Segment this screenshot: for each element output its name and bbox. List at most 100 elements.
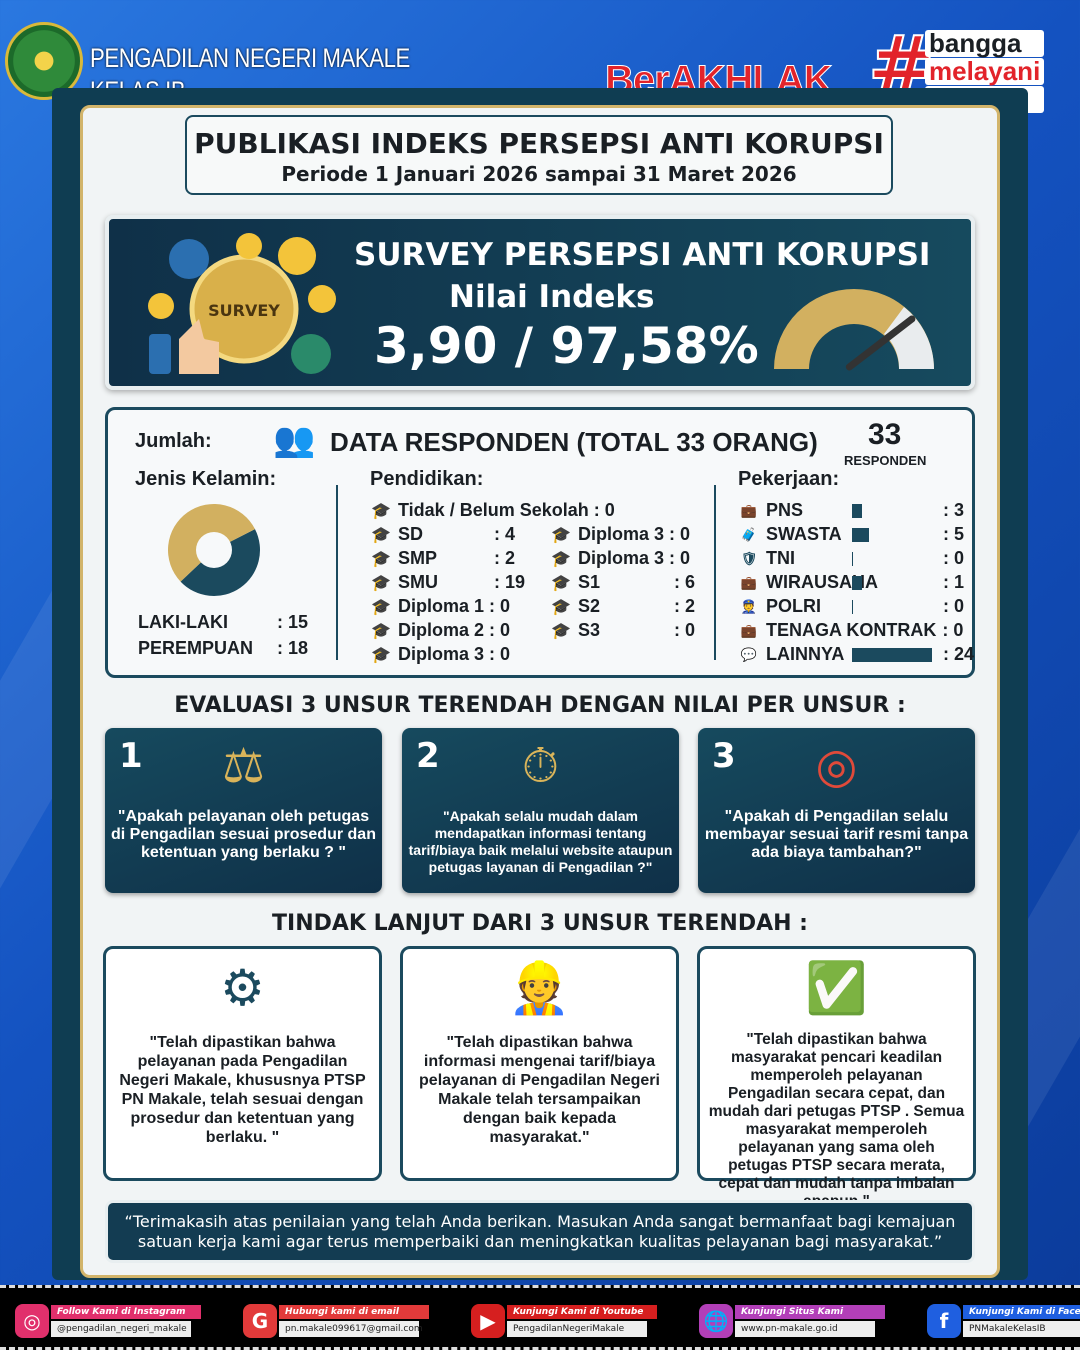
footer-link-globe[interactable]: 🌐 Kunjungi Situs Kami www.pn-makale.go.id [699, 1301, 885, 1341]
job-label: TNI [766, 548, 795, 568]
job-bar [852, 648, 932, 663]
smiley-icon [278, 237, 316, 275]
briefcase-icon: 💼 [740, 622, 758, 638]
badge-icon: 🛡 [740, 550, 758, 566]
court-logo [5, 22, 83, 100]
followup-card-3: ✅ "Telah dipastikan bahwa masyarakat penc… [697, 946, 976, 1210]
education-level: SD [398, 524, 424, 544]
job-label: LAINNYA [766, 644, 845, 664]
graduation-cap-icon: 🎓 [371, 622, 391, 640]
police-icon: 👮 [740, 598, 758, 614]
footer-social-bar: ◎ Follow Kami di Instagram @pengadilan_neg… [0, 1285, 1080, 1350]
followup-text: "Telah dipastikan bahwa informasi mengen… [419, 1034, 660, 1146]
education-level: SMU [398, 572, 438, 592]
footer-link-title: Hubungi kami di email [279, 1305, 429, 1319]
job-count: : 24 [943, 644, 975, 664]
gender-label-male: LAKI-LAKI [138, 612, 228, 632]
education-item: 🎓 Diploma 1 : 0 [370, 596, 544, 617]
job-label: PNS [766, 500, 804, 520]
footer-link-title: Kunjungi Kami di Youtube [507, 1305, 657, 1319]
evaluation-question: "Apakah di Pengadilan selalu membayar se… [704, 808, 969, 861]
footer-link-instagram[interactable]: ◎ Follow Kami di Instagram @pengadilan_neg… [15, 1301, 201, 1341]
graduation-cap-icon: 🎓 [371, 574, 391, 592]
footer-link-value: @pengadilan_negeri_makale [51, 1321, 191, 1337]
education-level: Diploma 3 : 0 [578, 524, 691, 544]
institution-line1: PENGADILAN NEGERI MAKALE [90, 43, 410, 73]
gender-label: Jenis Kelamin: [135, 468, 277, 490]
job-bar [852, 576, 862, 591]
evaluation-card-1: 1 ⚖ "Apakah pelayanan oleh petugas di Peng… [105, 728, 382, 893]
graduation-cap-icon: 🎓 [371, 502, 391, 520]
education-item: 🎓 Diploma 3 : 0 [550, 548, 724, 569]
logo-word: bangga [925, 30, 1045, 57]
followup-heading: TINDAK LANJUT DARI 3 UNSUR TERENDAH : [272, 911, 808, 936]
people-icon: 👥 [273, 421, 316, 459]
education-item: 🎓 S2: 2 [550, 596, 695, 617]
job-label: SWASTA [766, 524, 842, 544]
graduation-cap-icon: 🎓 [551, 574, 571, 592]
education-level: Diploma 3 : 0 [398, 644, 511, 664]
card-number: 1 [119, 736, 143, 776]
footer-link-value: www.pn-makale.go.id [735, 1321, 875, 1337]
job-bar [852, 600, 853, 615]
job-item: 💼 PNS: 3 [738, 500, 964, 521]
job-bar [852, 552, 853, 567]
respondent-heading: DATA RESPONDEN (TOTAL 33 ORANG) [330, 427, 818, 457]
thumbs-up-icon [169, 239, 209, 279]
job-bar [852, 504, 862, 519]
education-count: : 19 [494, 572, 526, 592]
target-icon: ◎ [815, 738, 858, 794]
gauge-needle [845, 315, 916, 371]
footer-link-youtube[interactable]: ▶ Kunjungi Kami di Youtube PengadilanNeger… [471, 1301, 657, 1341]
job-count: : 0 [942, 620, 964, 640]
footer-link-value: PNMakaleKelasIB [963, 1321, 1080, 1337]
gender-value-male: : 15 [276, 612, 308, 632]
graduation-cap-icon: 🎓 [371, 526, 391, 544]
closing-message: “Terimakasih atas penilaian yang telah A… [105, 1200, 975, 1263]
education-label: Pendidikan: [370, 468, 484, 490]
job-item: 💬 LAINNYA: 24 [738, 644, 974, 665]
job-label: POLRI [766, 596, 822, 616]
education-item: 🎓 Diploma 2 : 0 [370, 620, 544, 641]
footer-link-value: pn.makale099617@gmail.com [279, 1321, 423, 1337]
job-bar [852, 528, 869, 543]
title-box: PUBLIKASI INDEKS PERSEPSI ANTI KORUPSI P… [185, 115, 893, 195]
education-item: 🎓 SMP: 2 [370, 548, 515, 569]
followup-text: "Telah dipastikan bahwa masyarakat penca… [708, 1031, 965, 1210]
job-item: 🧳 SWASTA: 5 [738, 524, 964, 545]
job-label: TENAGA KONTRAK [766, 620, 937, 640]
job-count: : 0 [943, 548, 965, 568]
evaluation-card-2: 2 ⏱ "Apakah selalu mudah dalam mendapatkan… [402, 728, 679, 893]
briefcase-icon: 💼 [740, 574, 758, 590]
education-item: 🎓 S3: 0 [550, 620, 695, 641]
footer-link-google[interactable]: G Hubungi kami di email pn.makale099617@gm… [243, 1301, 429, 1341]
graduation-cap-icon: 🎓 [551, 550, 571, 568]
smiley-icon [148, 293, 174, 319]
page-title: PUBLIKASI INDEKS PERSEPSI ANTI KORUPSI [194, 127, 884, 160]
job-item: 💼 WIRAUSAHA: 1 [738, 572, 964, 593]
facebook-icon: f [927, 1304, 961, 1338]
education-level: S3 [578, 620, 601, 640]
education-item: 🎓 SMU : 19 [370, 572, 525, 593]
smiley-icon [236, 233, 262, 259]
education-count: : 6 [674, 572, 696, 592]
suitcase-icon: 🧳 [740, 526, 758, 542]
graduation-cap-icon: 🎓 [551, 622, 571, 640]
graduation-cap-icon: 🎓 [371, 550, 391, 568]
followup-card-2: 👷 "Telah dipastikan bahwa informasi menge… [400, 946, 679, 1181]
gauge-icon [774, 289, 934, 371]
evaluation-heading: EVALUASI 3 UNSUR TERENDAH DENGAN NILAI P… [174, 693, 906, 718]
thumbs-up-icon [291, 334, 331, 374]
google-icon: G [243, 1304, 277, 1338]
stopwatch-icon: ⏱ [521, 738, 560, 794]
jumlah-label: Jumlah: [135, 430, 212, 452]
gear-icon: ⚙ [220, 959, 265, 1017]
index-value: 3,90 / 97,58% [374, 317, 759, 375]
job-count: : 3 [943, 500, 965, 520]
gender-male: LAKI-LAKI : 15 [138, 612, 308, 633]
logo-word: melayani [925, 58, 1045, 85]
education-item: 🎓 SD: 4 [370, 524, 515, 545]
education-count: : 2 [674, 596, 696, 616]
instagram-icon: ◎ [15, 1304, 49, 1338]
